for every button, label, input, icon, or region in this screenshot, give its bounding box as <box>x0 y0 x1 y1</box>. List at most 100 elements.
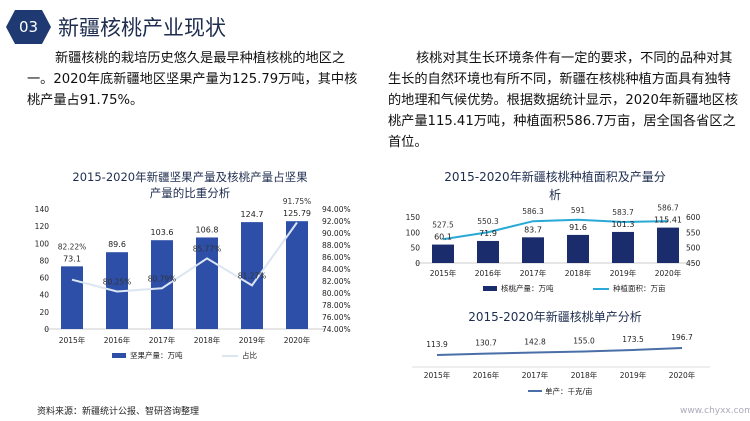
legend-label: 占比 <box>242 350 257 360</box>
line-data-label: 85.77% <box>193 244 222 253</box>
bar <box>61 266 83 329</box>
chart-title: 2015-2020年新疆坚果产量及核桃产量占坚果 <box>72 170 308 184</box>
y-tick-label: 100 <box>35 239 50 248</box>
x-tick-label: 2020年 <box>284 335 311 345</box>
bar-data-label: 103.6 <box>151 228 174 237</box>
line-data-label: 91.75% <box>283 197 312 206</box>
x-tick-label: 2016年 <box>104 335 131 345</box>
x-tick-label: 2017年 <box>522 370 549 380</box>
y2-tick-label: 94.00% <box>322 205 351 214</box>
chart-title: 产量的比重分析 <box>150 186 231 200</box>
line-data-label: 591 <box>571 206 586 215</box>
y-tick-label: 150 <box>406 213 421 222</box>
y2-tick-label: 74.00% <box>322 325 351 334</box>
line-series <box>436 347 683 356</box>
y-tick-label: 40 <box>39 291 49 300</box>
y2-tick-label: 84.00% <box>322 265 351 274</box>
bar-data-label: 71.9 <box>479 229 497 238</box>
x-tick-label: 2019年 <box>239 335 266 345</box>
line-data-label: 586.3 <box>522 207 544 216</box>
bar <box>657 227 679 263</box>
x-tick-label: 2016年 <box>475 268 502 278</box>
bar-data-label: 91.6 <box>569 223 587 232</box>
line-series <box>442 218 669 241</box>
bar-data-label: 106.8 <box>196 225 219 234</box>
x-tick-label: 2020年 <box>655 268 682 278</box>
bar <box>196 237 218 329</box>
x-tick-label: 2020年 <box>669 370 696 380</box>
legend-swatch-bar <box>112 353 126 358</box>
y-tick-label: 120 <box>35 222 50 231</box>
bar-data-label: 115.41 <box>654 216 682 225</box>
chart-title: 析 <box>549 188 561 202</box>
y2-tick-label: 78.00% <box>322 301 351 310</box>
line-data-label: 583.7 <box>612 208 634 217</box>
legend-label: 核桃产量：万吨 <box>501 283 554 293</box>
bar <box>522 237 544 263</box>
line-data-label: 130.7 <box>475 339 497 348</box>
page-title: 新疆核桃产业现状 <box>58 16 226 40</box>
bar <box>567 234 589 263</box>
y2-tick-label: 450 <box>686 259 701 268</box>
source-note: 资料来源：新疆统计公报、智研咨询整理 <box>37 407 200 417</box>
line-data-label: 142.8 <box>524 338 546 347</box>
y2-tick-label: 88.00% <box>322 241 351 250</box>
legend-label: 坚果产量：万吨 <box>130 350 183 360</box>
y2-tick-label: 82.00% <box>322 277 351 286</box>
y-tick-label: 80 <box>39 256 49 265</box>
y-tick-label: 100 <box>406 228 421 237</box>
line-series <box>71 221 298 293</box>
section-number-badge: 03 <box>6 10 51 44</box>
y-tick-label: 140 <box>35 205 50 214</box>
bar-data-label: 125.79 <box>283 209 311 218</box>
line-data-label: 173.5 <box>622 335 644 344</box>
y2-tick-label: 550 <box>686 228 701 237</box>
bar-data-label: 83.7 <box>524 225 542 234</box>
line-data-label: 80.79% <box>148 274 177 283</box>
x-tick-label: 2018年 <box>571 370 598 380</box>
x-tick-label: 2017年 <box>149 335 176 345</box>
line-data-label: 80.25% <box>103 278 132 287</box>
bar <box>612 231 634 263</box>
x-tick-label: 2017年 <box>520 268 547 278</box>
x-tick-label: 2016年 <box>473 370 500 380</box>
bar <box>286 221 308 329</box>
intro-paragraph-left: 新疆核桃的栽培历史悠久是最早种植核桃的地区之一。2020年底新疆地区坚果产量为1… <box>27 48 367 111</box>
y-tick-label: 50 <box>410 244 420 253</box>
bar <box>151 240 173 329</box>
website-watermark: www.chyxx.com <box>680 406 750 416</box>
x-tick-label: 2018年 <box>194 335 221 345</box>
line-data-label: 550.3 <box>477 217 499 226</box>
line-data-label: 527.5 <box>432 221 454 230</box>
bar-data-label: 60.1 <box>434 233 452 242</box>
x-tick-label: 2015年 <box>430 268 457 278</box>
line-data-label: 196.7 <box>671 333 693 342</box>
y2-tick-label: 500 <box>686 244 701 253</box>
paragraph-text: 核桃对其生长环境条件有一定的要求，不同的品种对其生长的自然环境也有所不同，新疆在… <box>388 51 739 150</box>
y-tick-label: 60 <box>39 274 49 283</box>
y2-tick-label: 90.00% <box>322 229 351 238</box>
x-tick-label: 2015年 <box>424 370 451 380</box>
line-data-label: 586.7 <box>657 204 679 213</box>
line-data-label: 82.22% <box>58 242 87 251</box>
y2-tick-label: 600 <box>686 213 701 222</box>
bar-data-label: 101.3 <box>612 220 635 229</box>
bar-data-label: 124.7 <box>241 210 264 219</box>
x-tick-label: 2018年 <box>565 268 592 278</box>
y-tick-label: 0 <box>415 259 420 268</box>
bar-data-label: 89.6 <box>108 240 126 249</box>
y2-tick-label: 86.00% <box>322 253 351 262</box>
intro-paragraph-right: 核桃对其生长环境条件有一定的要求，不同的品种对其生长的自然环境也有所不同，新疆在… <box>388 48 740 153</box>
y-tick-label: 20 <box>39 308 49 317</box>
y2-tick-label: 92.00% <box>322 217 351 226</box>
legend-label: 单产：千克/亩 <box>545 386 593 396</box>
bar <box>477 240 499 263</box>
bar <box>432 244 454 263</box>
bar <box>241 222 263 329</box>
x-tick-label: 2015年 <box>59 335 86 345</box>
legend-swatch-bar <box>483 286 497 291</box>
x-tick-label: 2019年 <box>620 370 647 380</box>
line-data-label: 155.0 <box>573 337 595 346</box>
y-tick-label: 0 <box>44 325 49 334</box>
